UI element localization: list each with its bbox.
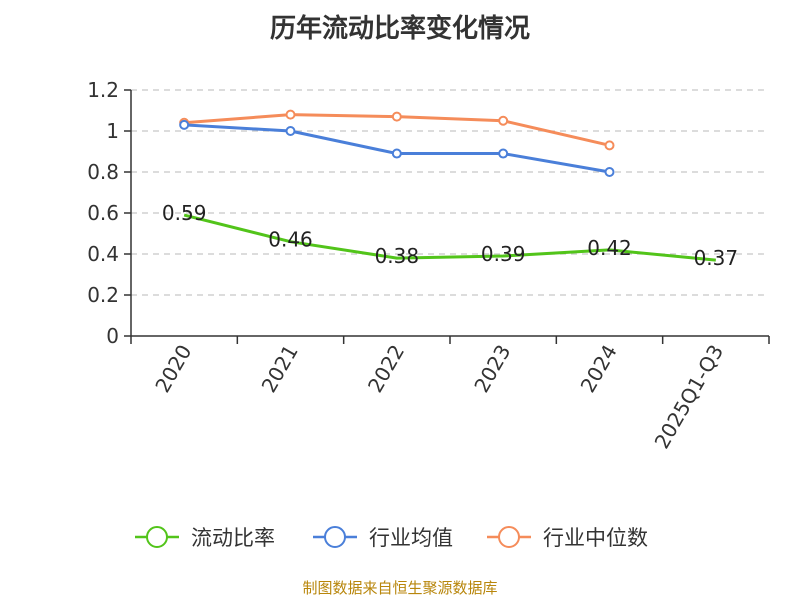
y-tick-label: 1 — [106, 119, 119, 143]
data-labels: 0.59 0.46 0.38 0.39 0.42 0.37 — [162, 201, 738, 270]
x-tick-label: 2024 — [576, 341, 622, 397]
data-point — [391, 111, 402, 122]
data-label: 0.37 — [694, 246, 739, 270]
data-label: 0.39 — [481, 242, 526, 266]
legend-label: 流动比率 — [191, 526, 275, 550]
x-tick-label: 2025Q1-Q3 — [649, 341, 728, 453]
x-tick-label: 2020 — [150, 341, 196, 397]
legend-item[interactable]: 行业中位数 — [487, 526, 648, 550]
legend-marker — [146, 526, 168, 548]
data-point — [391, 148, 402, 159]
data-point — [285, 126, 296, 136]
source-credit: 制图数据来自恒生聚源数据库 — [302, 579, 498, 597]
x-tick-label: 2021 — [257, 341, 303, 397]
legend[interactable]: 流动比率 行业均值 行业中位数 — [135, 526, 648, 550]
data-point — [498, 148, 509, 159]
y-tick-label: 0.6 — [87, 201, 119, 225]
x-tick-label: 2022 — [363, 341, 409, 397]
y-tick-label: 0.2 — [87, 283, 119, 307]
y-tick-label: 1.2 — [87, 78, 119, 102]
legend-marker — [324, 526, 346, 548]
series-line — [183, 213, 716, 262]
y-tick-label: 0.4 — [87, 242, 119, 266]
legend-label: 行业中位数 — [543, 526, 648, 550]
y-tick-label: 0.8 — [87, 160, 119, 184]
data-label: 0.38 — [375, 244, 420, 268]
data-label: 0.46 — [268, 228, 313, 252]
series-lines — [179, 109, 716, 262]
data-label: 0.59 — [162, 201, 207, 225]
legend-marker — [498, 526, 520, 548]
data-point — [604, 140, 615, 151]
legend-item[interactable]: 行业均值 — [313, 526, 453, 550]
legend-item[interactable]: 流动比率 — [135, 526, 275, 550]
data-point — [285, 109, 296, 120]
y-tick-label: 0 — [106, 324, 119, 348]
data-label: 0.42 — [587, 236, 632, 260]
legend-label: 行业均值 — [369, 526, 453, 550]
data-point — [179, 119, 190, 130]
data-point — [498, 115, 509, 126]
chart-title: 历年流动比率变化情况 — [269, 14, 530, 44]
axes: 0 0.2 0.4 0.6 0.8 1 1.2 2020 2021 2022 2023 2024 202… — [87, 78, 770, 453]
data-point — [604, 167, 615, 177]
x-tick-label: 2023 — [469, 340, 515, 396]
